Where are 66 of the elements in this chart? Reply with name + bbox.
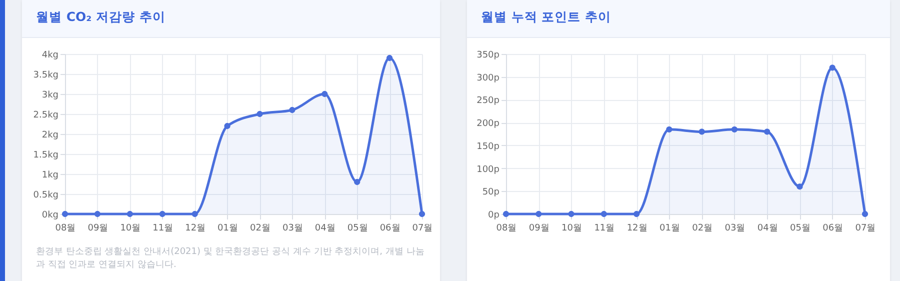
point — [289, 106, 296, 114]
point — [536, 210, 542, 218]
x-tick-label: 11월 — [594, 224, 615, 234]
y-tick-label: 3kg — [42, 90, 58, 100]
point — [192, 210, 198, 218]
point — [764, 128, 770, 135]
x-tick-label: 10월 — [120, 224, 141, 234]
point — [796, 183, 803, 190]
y-tick-label: 3.5kg — [33, 70, 58, 80]
point — [94, 210, 101, 218]
point — [386, 54, 393, 62]
x-tick-label: 07월 — [855, 224, 876, 234]
x-tick-label: 11월 — [152, 224, 174, 234]
point — [862, 210, 868, 218]
text: 환경부 탄소중립 생활실천 안내서(2021) 및 한국환경공단 공식 계수 기반 추정치이며, 개별 나눔과 직접 인과로 연결되지 않습니다. — [35, 246, 426, 272]
y-tick-label: 150p — [476, 142, 500, 152]
y-tick-label: 2kg — [42, 130, 58, 140]
x-tick-label: 09월 — [88, 224, 108, 234]
point — [633, 210, 640, 218]
point — [418, 210, 426, 218]
x-tick-label: 06월 — [380, 224, 400, 234]
x-tick-label: 04월 — [757, 224, 778, 234]
x-tick-label: 01월 — [659, 224, 680, 234]
x-tick-label: 06월 — [822, 224, 844, 234]
x-tick-label: 01월 — [218, 224, 238, 234]
point — [731, 126, 738, 133]
y-tick-label: 50p — [482, 188, 500, 198]
point — [568, 210, 574, 218]
y-tick-label: 100p — [476, 164, 500, 175]
y-tick-label: 0.5kg — [33, 190, 58, 200]
point — [126, 210, 133, 218]
y-tick-label: 1.5kg — [33, 150, 58, 160]
x-tick-label: 10월 — [562, 224, 582, 234]
y-tick-label: 0p — [488, 210, 500, 220]
y-tick-label: 250p — [476, 96, 500, 106]
point — [698, 128, 705, 135]
chart-title: 월별 CO₂ 저감량 추이 — [22, 0, 440, 38]
x-tick-label: 05월 — [347, 224, 368, 234]
x-tick-label: 02월 — [250, 224, 270, 234]
x-tick-label: 02월 — [692, 224, 713, 234]
point — [322, 90, 328, 98]
y-tick-label: 0kg — [42, 210, 58, 220]
x-tick-label: 12월 — [626, 224, 648, 234]
x-tick-label: 05월 — [790, 224, 810, 234]
y-tick-label: 350p — [476, 50, 500, 60]
chart-title: 월별 누적 포인트 추이 — [467, 0, 890, 38]
point — [829, 64, 836, 71]
y-tick-label: 4kg — [42, 50, 58, 60]
point — [354, 178, 360, 186]
x-tick-label: 03월 — [282, 224, 303, 234]
x-tick-label: 08월 — [496, 224, 517, 234]
x-tick-label: 12월 — [185, 224, 206, 234]
point — [600, 210, 607, 218]
x-tick-label: 04월 — [314, 224, 336, 234]
y-tick-label: 2.5kg — [33, 110, 58, 120]
y-tick-label: 200p — [476, 119, 500, 130]
point — [224, 122, 230, 130]
x-tick-label: 09월 — [528, 224, 550, 234]
x-tick-label: 08월 — [55, 224, 76, 234]
x-tick-label: 07월 — [412, 224, 433, 234]
x-tick-label: 03월 — [724, 224, 746, 234]
point — [159, 210, 166, 218]
point — [256, 110, 263, 118]
y-tick-label: 300p — [476, 73, 500, 84]
point — [666, 126, 672, 133]
y-tick-label: 1kg — [42, 170, 58, 180]
